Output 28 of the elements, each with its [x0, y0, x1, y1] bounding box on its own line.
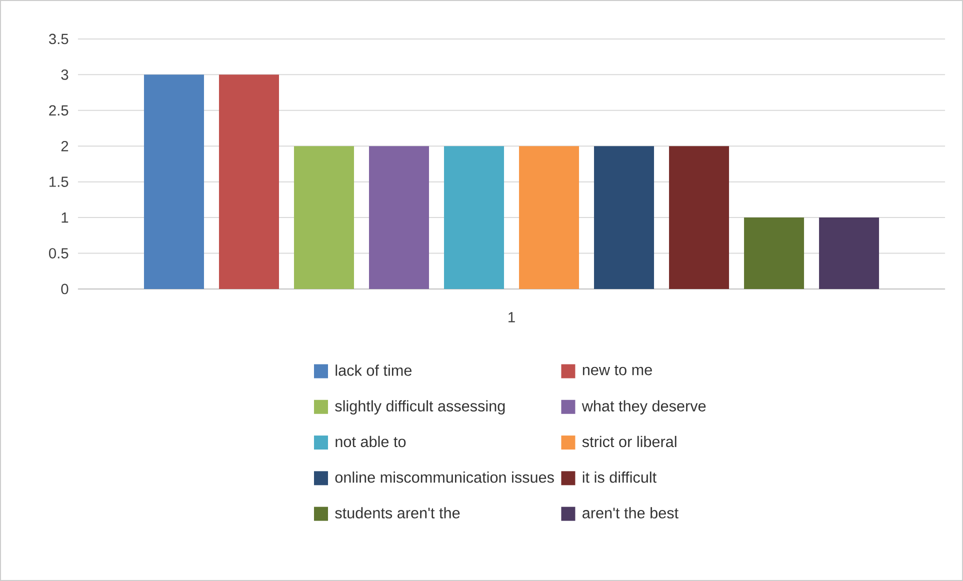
legend-label: online miscommunication issues	[335, 472, 554, 483]
legend-label: aren't the best	[582, 507, 678, 518]
bar	[294, 146, 354, 289]
bar	[519, 146, 580, 289]
bar	[819, 218, 880, 289]
legend-label: students aren't the	[335, 507, 460, 518]
bar	[669, 146, 730, 289]
y-tick-label: 1.5	[50, 176, 68, 187]
bar	[444, 146, 504, 289]
legend-label: what they deserve	[582, 400, 706, 415]
legend-label: lack of time	[336, 364, 412, 376]
y-tick-label: 2.5	[49, 105, 68, 116]
bar	[144, 74, 204, 289]
y-tick-label: 3	[61, 70, 68, 80]
legend-label: it is difficult	[582, 472, 656, 483]
bar	[594, 146, 654, 289]
y-tick-label: 0	[61, 284, 68, 294]
legend-label: strict or liberal	[582, 436, 676, 448]
legend-label: slightly difficult assessing	[335, 400, 505, 415]
bar	[744, 218, 804, 289]
legend-label: not able to	[336, 436, 406, 448]
y-tick-label: 2	[61, 141, 68, 152]
y-tick-label: 3.5	[48, 34, 68, 44]
bar	[218, 74, 279, 289]
y-tick-label: 1	[62, 212, 68, 223]
legend-label: new to me	[582, 365, 652, 376]
bar	[369, 146, 430, 289]
y-tick-label: 0.5	[48, 248, 68, 258]
